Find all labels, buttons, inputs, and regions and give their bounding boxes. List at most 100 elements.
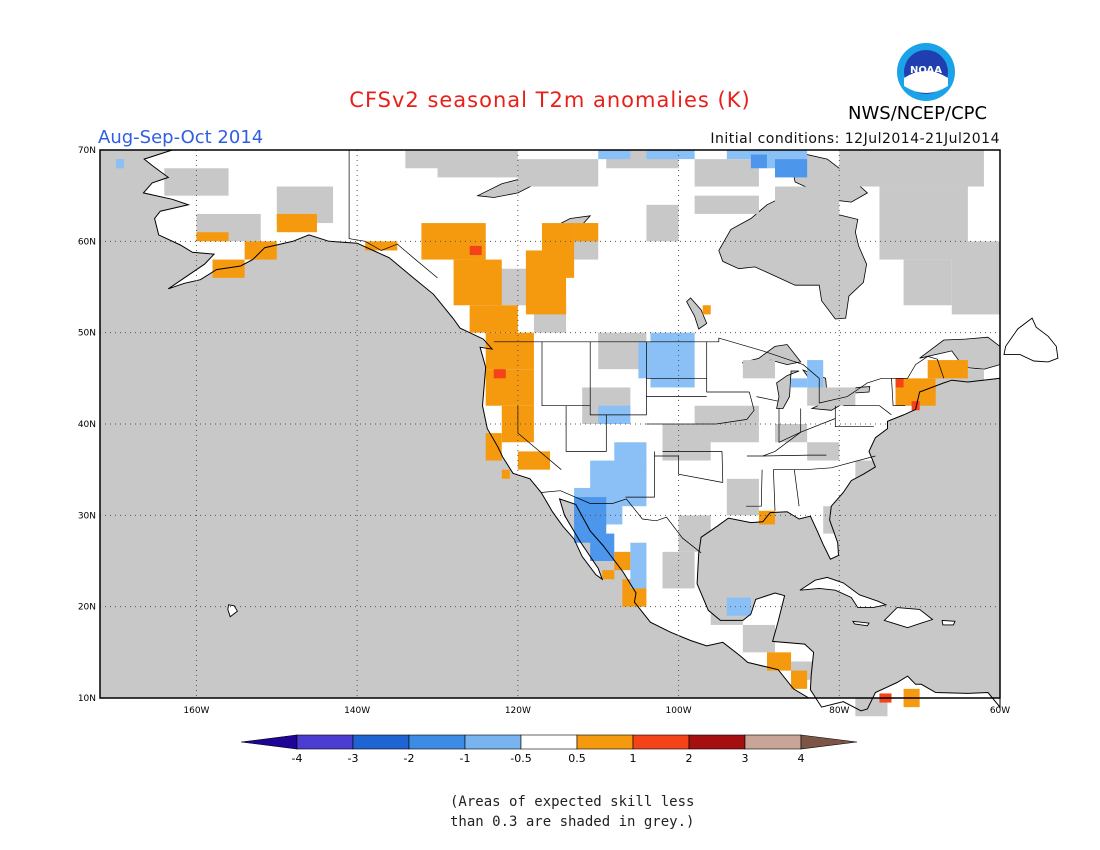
anomaly-cell-orange [453, 259, 502, 306]
island-newfoundland [1003, 317, 1059, 363]
anomaly-cell-orange [766, 652, 792, 671]
anomaly-cell-orange [927, 360, 968, 379]
longitude-tick-label: 100W [666, 706, 692, 716]
canada-us-border [493, 337, 945, 404]
north-america-land [100, 150, 1000, 711]
state-line-21 [843, 405, 892, 416]
anomaly-cell-orange [485, 433, 502, 461]
island-hawaii [227, 604, 238, 618]
anomaly-cell-red [469, 245, 482, 256]
longitude-tick-label: 160W [183, 706, 209, 716]
anomaly-cell-grey [646, 204, 679, 242]
colorbar-left-arrow [240, 734, 298, 750]
anomaly-cell-blue [750, 154, 767, 169]
state-line-14 [746, 418, 836, 457]
skill-footnote: (Areas of expected skill less than 0.3 a… [450, 792, 750, 832]
anomaly-cell-grey [726, 478, 759, 516]
anomaly-cell-grey [694, 159, 759, 187]
colorbar-tick-label: 1 [630, 752, 637, 765]
noaa-logo-text: NOAA [910, 65, 942, 76]
island-puerto-rico [941, 619, 956, 626]
anomaly-cell-grey [903, 259, 952, 306]
anomaly-cell-orange [196, 232, 229, 242]
latitude-labels: 70N 60N 50N 40N 30N 20N 10N [78, 146, 96, 704]
anomaly-cell-orange [365, 241, 398, 251]
latitude-tick-label: 70N [78, 146, 96, 156]
state-line-22 [891, 378, 906, 407]
latitude-tick-label: 30N [78, 511, 96, 521]
anomaly-cell-orange [501, 469, 510, 479]
state-line-24 [756, 396, 779, 402]
organization-label: NWS/NCEP/CPC [848, 103, 988, 124]
colorbar-tick-label: -0.5 [510, 752, 531, 765]
colorbar-tick-label: 4 [798, 752, 805, 765]
colorbar-tick-label: 2 [686, 752, 693, 765]
state-line-17 [793, 469, 800, 507]
anomaly-cell-grey [807, 442, 840, 461]
anomaly-cell-grey [437, 163, 518, 178]
anomaly-cell-lblue [650, 332, 695, 388]
noaa-logo: NOAA [897, 43, 955, 101]
longitude-tick-label: 120W [505, 706, 531, 716]
island-hispaniola [883, 607, 934, 629]
anomaly-cell-orange [469, 305, 518, 333]
anomaly-cell-lblue [116, 159, 125, 169]
anomaly-cell-grey [742, 360, 775, 379]
colorbar-segment [464, 734, 522, 750]
anomaly-cell-orange [702, 305, 711, 315]
state-line-10 [625, 451, 655, 498]
colorbar-tick-label: -1 [460, 752, 471, 765]
colorbar-segment [408, 734, 466, 750]
season-label: Aug-Sep-Oct 2014 [98, 127, 264, 148]
anomaly-cell-lblue [807, 360, 824, 388]
colorbar-tick-label: 3 [742, 752, 749, 765]
anomaly-cell-red [493, 369, 506, 379]
anomaly-cell-orange [574, 223, 599, 242]
colorbar-tick-label: 0.5 [568, 752, 586, 765]
continent-coastline [100, 149, 1001, 712]
anomaly-cell-lblue [791, 378, 808, 388]
anomaly-cell-grey [775, 424, 808, 443]
anomaly-cell-orange [614, 551, 631, 571]
anomaly-cell-red [911, 401, 920, 411]
skill-footnote-line2: than 0.3 are shaded in grey.) [450, 814, 695, 830]
state-line-23 [762, 454, 827, 457]
alaska-canada-border [348, 150, 438, 279]
anomaly-cell-grey [517, 159, 599, 187]
colorbar-right-arrow [800, 734, 858, 750]
colorbar-segment [632, 734, 690, 750]
anomaly-cell-orange [485, 332, 534, 370]
state-line-11 [706, 341, 750, 393]
longitude-tick-label: 60W [990, 706, 1010, 716]
longitude-labels: 160W 140W 120W 100W 80W 60W [183, 706, 1010, 716]
lake-michigan [776, 370, 800, 409]
anomaly-cell-lblue [726, 597, 751, 616]
grid-lines [100, 150, 1000, 698]
anomaly-cell-grey [855, 460, 880, 479]
anomaly-cell-lblue [614, 442, 647, 479]
anomaly-cell-orange [517, 451, 550, 470]
anomaly-cell-grey [807, 387, 856, 406]
anomaly-cell-lblue [646, 150, 695, 160]
anomaly-cell-grey [164, 168, 229, 196]
anomaly-cell-orange [541, 223, 575, 278]
anomaly-cell-grey [839, 150, 984, 187]
state-line-2 [541, 341, 591, 407]
colorbar-segment [520, 734, 578, 750]
longitude-tick-label: 80W [829, 706, 849, 716]
map-frame [99, 149, 1001, 699]
anomaly-cell-orange [791, 670, 808, 689]
anomaly-cell-blue [775, 159, 808, 178]
latitude-tick-label: 40N [78, 420, 96, 430]
anomaly-cell-red [895, 378, 904, 388]
anomaly-cell-lblue [630, 542, 647, 589]
state-line-20 [834, 405, 874, 428]
state-line-12 [716, 391, 755, 425]
state-line-16 [746, 469, 763, 507]
colorbar-tick-label: -4 [292, 752, 303, 765]
anomaly-cell-grey [775, 186, 840, 224]
map-border [99, 149, 1001, 699]
colorbar-segment [352, 734, 410, 750]
skill-footnote-line1: (Areas of expected skill less [450, 794, 695, 810]
